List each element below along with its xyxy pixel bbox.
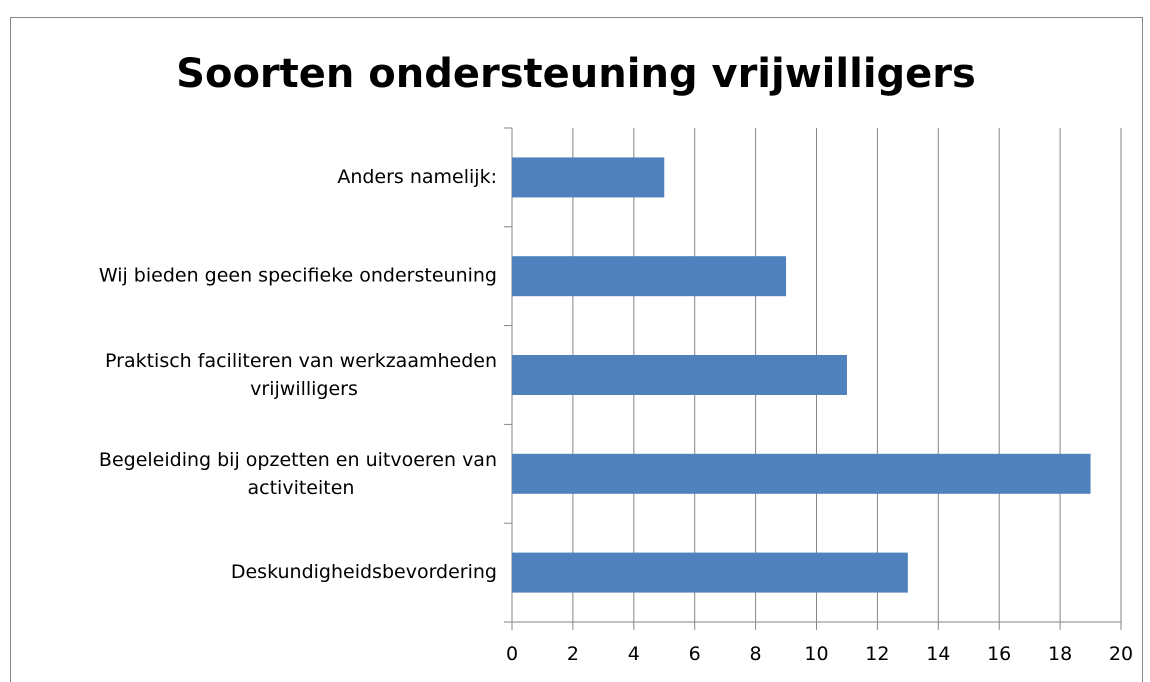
x-tick-label: 6 bbox=[689, 643, 701, 665]
x-tick-label: 20 bbox=[1109, 643, 1133, 665]
x-tick-label: 16 bbox=[987, 643, 1011, 665]
bar bbox=[512, 256, 787, 297]
x-tick-label: 10 bbox=[804, 643, 828, 665]
x-tick-label: 0 bbox=[506, 643, 518, 665]
label-line: activiteiten bbox=[241, 476, 354, 498]
bar bbox=[512, 552, 908, 593]
x-tick-label: 18 bbox=[1048, 643, 1072, 665]
x-tick-label: 8 bbox=[750, 643, 762, 665]
chart-title: Soorten ondersteuning vrijwilligers bbox=[176, 51, 976, 97]
bar bbox=[512, 355, 847, 395]
y-tick-label: Begeleiding bij opzetten en uitvoeren va… bbox=[99, 448, 497, 498]
x-tick-label: 4 bbox=[628, 643, 640, 665]
y-tick-label: Praktisch faciliteren van werkzaamheden … bbox=[105, 350, 497, 400]
x-tick-label: 12 bbox=[865, 643, 889, 665]
y-tick-label: Deskundigheidsbevordering bbox=[231, 561, 497, 583]
label-line: vrijwilligers bbox=[244, 378, 358, 400]
bar bbox=[512, 453, 1091, 494]
label-line: Praktisch faciliteren van werkzaamheden bbox=[105, 350, 497, 372]
x-tick-label: 2 bbox=[567, 643, 579, 665]
y-tick-label: Anders namelijk: bbox=[337, 166, 497, 188]
y-tick-label: Wij bieden geen specifieke ondersteuning bbox=[99, 265, 497, 287]
label-line: Begeleiding bij opzetten en uitvoeren va… bbox=[99, 448, 497, 470]
bar bbox=[512, 157, 665, 198]
x-tick-label: 14 bbox=[926, 643, 950, 665]
